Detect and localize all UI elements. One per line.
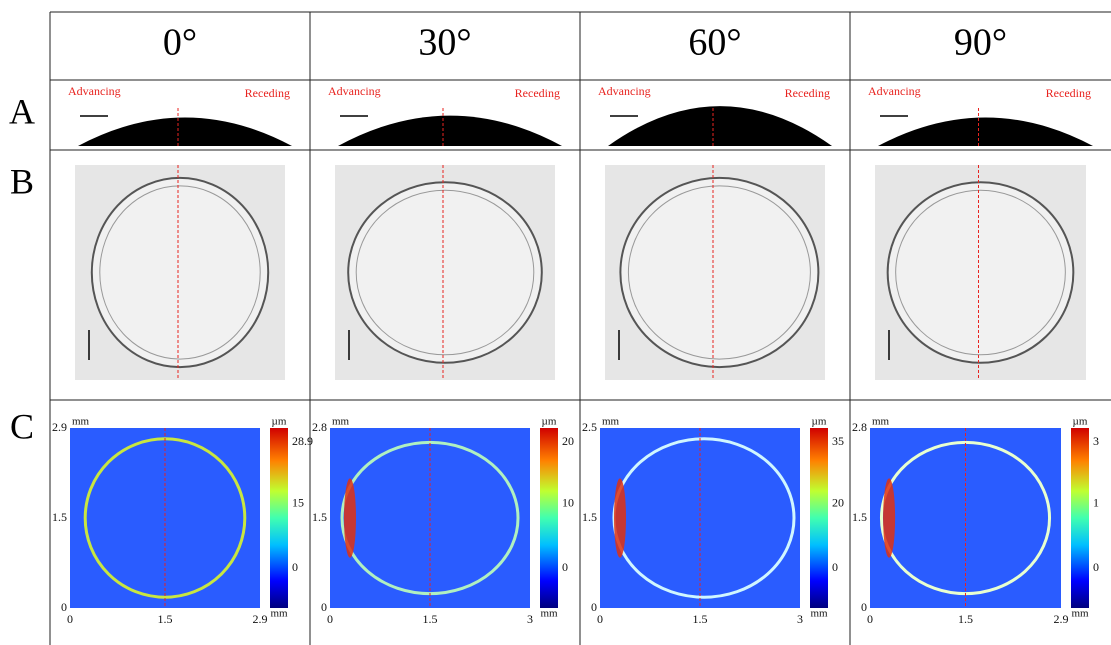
row-label: B [10, 161, 34, 201]
x-tick-label: 0 [67, 612, 73, 626]
colorbar-unit: µm [812, 416, 827, 428]
x-tick-label: 1.5 [423, 612, 438, 626]
colorbar-tick-label: 28.9 [292, 434, 313, 448]
colorbar-bottom-unit: mm [540, 608, 558, 620]
x-tick-label: 0 [597, 612, 603, 626]
y-tick-label: 1.5 [52, 510, 67, 524]
x-tick-label: 3 [797, 612, 803, 626]
advancing-label: Advancing [598, 84, 651, 98]
row-label: A [9, 91, 35, 131]
colorbar-unit: µm [542, 416, 557, 428]
y-tick-label: 1.5 [582, 510, 597, 524]
x-tick-label: 1.5 [158, 612, 173, 626]
angle-header: 30° [418, 22, 471, 64]
colorbar-unit: µm [1073, 416, 1088, 428]
colorbar-bottom-unit: mm [270, 608, 288, 620]
y-tick-label: 1.5 [852, 510, 867, 524]
receding-label: Receding [515, 86, 560, 100]
page: {"row_labels": ["A", "B", "C"], "columns… [0, 0, 1111, 645]
x-tick-label: 3 [527, 612, 533, 626]
x-tick-label: 0 [867, 612, 873, 626]
colorbar-bottom-unit: mm [1071, 608, 1089, 620]
deposit-ring [888, 182, 1074, 363]
colorbar-tick-label: 15 [292, 495, 304, 509]
colorbar-tick-label: 10 [562, 495, 574, 509]
colorbar [810, 428, 828, 608]
y-unit: mm [602, 416, 620, 428]
angle-header: 0° [163, 22, 197, 64]
colorbar-tick-label: 20 [562, 434, 574, 448]
colorbar-tick-label: 0 [562, 560, 568, 574]
x-tick-label: 1.5 [693, 612, 708, 626]
y-tick-label: 2.9 [52, 420, 67, 434]
y-tick-label: 2.5 [582, 420, 597, 434]
y-tick-label: 2.8 [852, 420, 867, 434]
advancing-label: Advancing [68, 84, 121, 98]
angle-header: 90° [954, 22, 1007, 64]
colorbar [1071, 428, 1089, 608]
drop-profile [608, 106, 832, 146]
colorbar-tick-label: 3 [1093, 434, 1099, 448]
deposit-ring [620, 178, 818, 367]
drop-profile [78, 118, 292, 147]
colorbar [540, 428, 558, 608]
advancing-label: Advancing [868, 84, 921, 98]
deposit-ring [348, 182, 542, 363]
x-tick-label: 0 [327, 612, 333, 626]
colorbar-bottom-unit: mm [810, 608, 828, 620]
peak-region [883, 478, 895, 557]
angle-header: 60° [688, 22, 741, 64]
peak-region [614, 478, 626, 557]
drop-profile [878, 118, 1093, 147]
x-tick-label: 2.9 [1054, 612, 1069, 626]
drop-profile [338, 116, 562, 146]
advancing-label: Advancing [328, 84, 381, 98]
y-tick-label: 1.5 [312, 510, 327, 524]
colorbar-tick-label: 0 [832, 560, 838, 574]
y-unit: mm [72, 416, 90, 428]
figure: ABC0°AdvancingRecedingmm2.91.5001.52.9µm… [0, 0, 1111, 645]
deposit-ring [92, 178, 268, 367]
colorbar-tick-label: 20 [832, 495, 844, 509]
colorbar-tick-label: 1 [1093, 495, 1099, 509]
receding-label: Receding [1046, 86, 1091, 100]
colorbar [270, 428, 288, 608]
colorbar-unit: µm [272, 416, 287, 428]
y-tick-label: 2.8 [312, 420, 327, 434]
receding-label: Receding [785, 86, 830, 100]
row-label: C [10, 406, 34, 446]
colorbar-tick-label: 0 [292, 560, 298, 574]
colorbar-tick-label: 35 [832, 434, 844, 448]
colorbar-tick-label: 0 [1093, 560, 1099, 574]
y-unit: mm [332, 416, 350, 428]
x-tick-label: 1.5 [958, 612, 973, 626]
x-tick-label: 2.9 [253, 612, 268, 626]
peak-region [344, 478, 356, 557]
y-unit: mm [872, 416, 890, 428]
receding-label: Receding [245, 86, 290, 100]
